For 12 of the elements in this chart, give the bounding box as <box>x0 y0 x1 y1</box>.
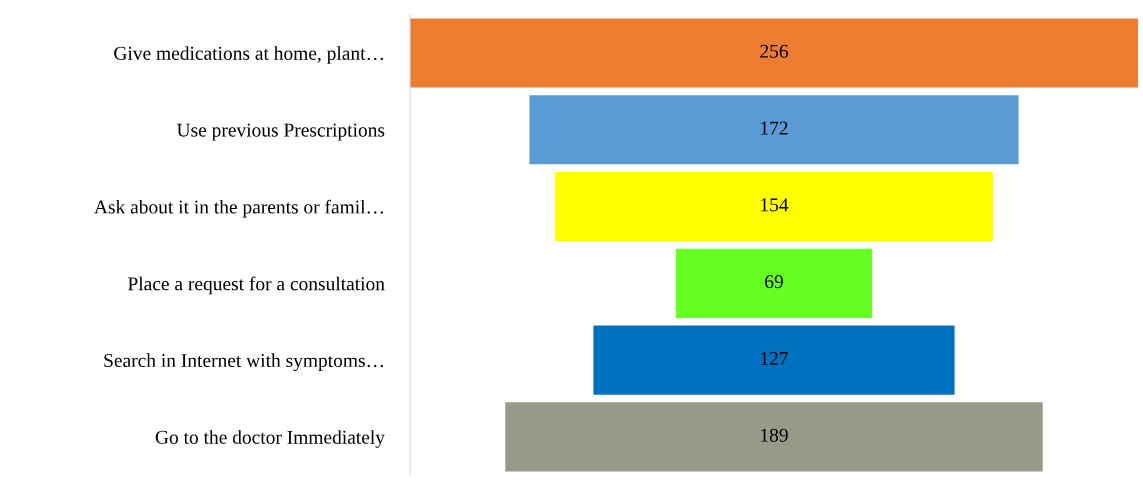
category-label: Go to the doctor Immediately <box>155 430 385 448</box>
category-label: Give medications at home, plant… <box>114 46 383 64</box>
data-label: 154 <box>761 198 789 212</box>
category-label: Use previous Prescriptions <box>176 123 385 141</box>
data-label: 69 <box>765 275 783 289</box>
data-label: 189 <box>761 428 788 442</box>
data-label: 127 <box>761 351 789 365</box>
category-label: Place a request for a consultation <box>128 276 385 295</box>
category-label: Ask about it in the parents or famil… <box>94 199 383 218</box>
category-label: Search in Internet with symptoms… <box>104 353 383 372</box>
data-label: 172 <box>761 121 788 135</box>
data-label: 256 <box>760 44 788 58</box>
